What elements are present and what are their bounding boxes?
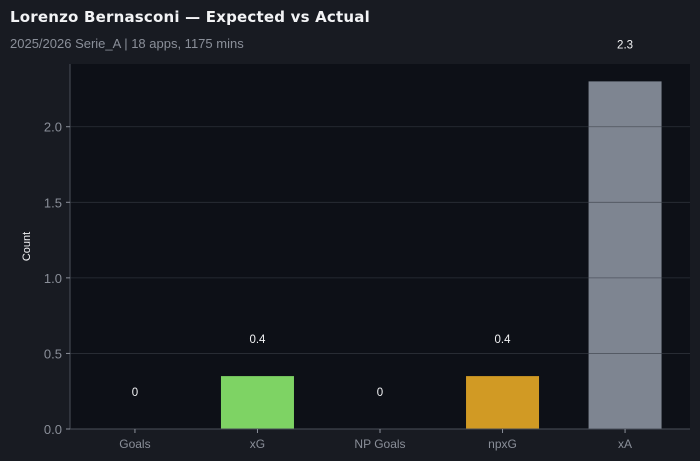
- bar-xa: [588, 81, 662, 429]
- x-tick-label: Goals: [119, 437, 150, 451]
- x-tick-label: xA: [618, 437, 632, 451]
- data-label: 0: [377, 387, 383, 399]
- data-label: 0: [132, 387, 138, 399]
- x-tick-label: NP Goals: [354, 437, 405, 451]
- data-label: 2.3: [617, 39, 633, 51]
- bar-xg: [220, 376, 294, 429]
- x-tick-label: npxG: [488, 437, 517, 451]
- chart-subtitle: 2025/2026 Serie_A | 18 apps, 1175 mins: [10, 36, 244, 51]
- plot-area: [70, 64, 690, 429]
- x-tick-label: xG: [250, 437, 265, 451]
- y-tick-label: 1.0: [44, 271, 62, 286]
- data-label: 0.4: [495, 334, 512, 346]
- y-tick-label: 1.5: [44, 195, 62, 210]
- y-tick-label: 2.0: [44, 120, 62, 135]
- y-tick-label: 0.0: [44, 422, 62, 437]
- bar-npxg: [466, 376, 540, 429]
- chart-title: Lorenzo Bernasconi — Expected vs Actual: [10, 8, 370, 26]
- y-tick-label: 0.5: [44, 346, 62, 361]
- y-axis-label: Count: [21, 232, 33, 261]
- data-label: 0.4: [249, 334, 266, 346]
